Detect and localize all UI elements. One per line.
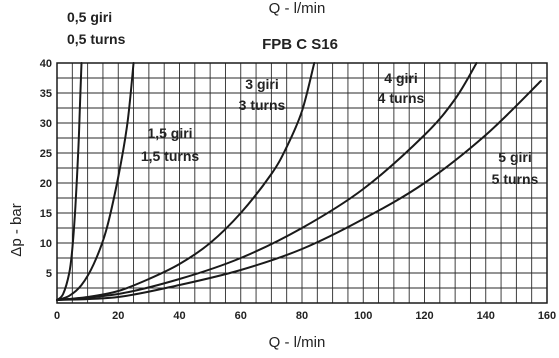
chart-title: FPB C S16 (262, 36, 338, 53)
y-tick-label: 15 (40, 208, 52, 220)
series-label: 4 giri (384, 70, 417, 86)
x-tick-label: 140 (477, 310, 495, 322)
series-curve (56, 62, 478, 301)
x-tick-label: 0 (54, 310, 60, 322)
x-axis-title: Q - l/min (269, 334, 326, 351)
series-label: 1,5 giri (147, 125, 192, 141)
series-curve (56, 62, 83, 301)
y-tick-label: 5 (46, 268, 52, 280)
y-tick-label: 25 (40, 148, 52, 160)
y-tick-label: 30 (40, 118, 52, 130)
y-tick-label: 20 (40, 178, 52, 190)
x-tick-label: 20 (112, 310, 124, 322)
series-curve (56, 62, 316, 301)
series-labels: 0,5 giri 0,5 turns 1,5 giri 1,5 turns 3 giri… (67, 9, 539, 187)
x-tick-label: 120 (415, 310, 433, 322)
series-curves (56, 62, 542, 301)
series-label: 3 giri (245, 76, 278, 92)
x-tick-label: 40 (173, 310, 185, 322)
series-curve (56, 62, 135, 301)
x-tick-label: 60 (235, 310, 247, 322)
x-tick-label: 160 (538, 310, 556, 322)
series-label: 0,5 turns (67, 31, 126, 47)
y-tick-label: 10 (40, 238, 52, 250)
series-label: 3 turns (239, 97, 286, 113)
x-tick-label: 80 (296, 310, 308, 322)
series-label: 0,5 giri (67, 9, 112, 25)
series-label: 5 giri (498, 149, 531, 165)
y-axis-title: Δp - bar (8, 203, 25, 256)
y-tick-label: 40 (40, 58, 52, 70)
series-curve (56, 80, 542, 301)
series-label: 5 turns (492, 171, 539, 187)
series-label: 1,5 turns (141, 148, 200, 164)
x-tick-label: 100 (354, 310, 372, 322)
series-label: 4 turns (378, 90, 425, 106)
y-tick-label: 35 (40, 88, 52, 100)
tick-labels: 0 20 40 60 80 100 120 140 160 5 10 15 20 25 30 35 40 (40, 58, 556, 322)
plot-frame (56, 62, 548, 304)
x-axis-title-top: Q - l/min (269, 0, 326, 17)
